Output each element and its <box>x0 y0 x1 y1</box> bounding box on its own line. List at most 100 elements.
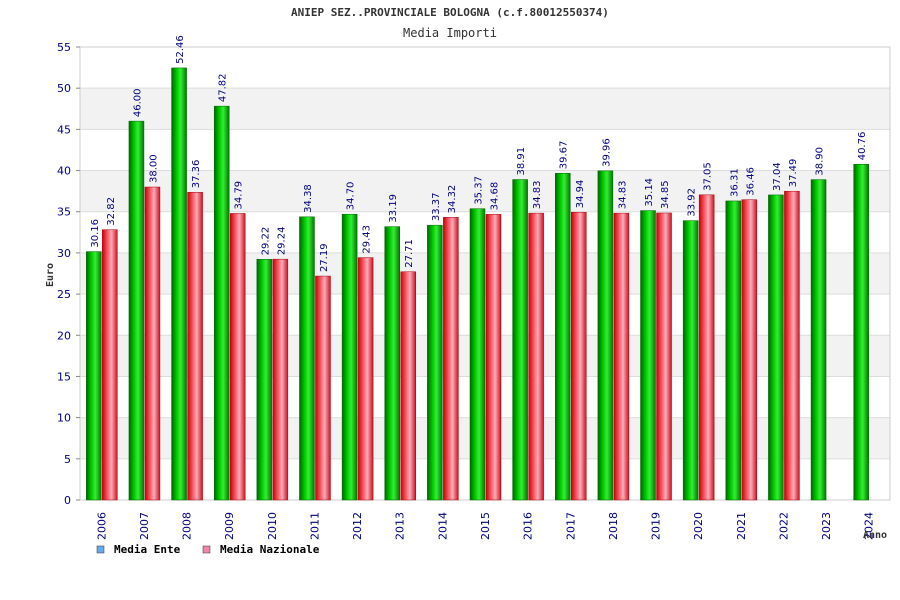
x-tick-label: 2022 <box>777 512 790 540</box>
data-label: 47.82 <box>218 73 229 102</box>
data-label: 40.76 <box>857 132 868 161</box>
bar-media-nazionale <box>656 212 672 501</box>
bar-media-ente <box>256 259 273 501</box>
data-label: 35.37 <box>474 176 485 205</box>
bar-media-nazionale <box>571 211 587 501</box>
data-label: 38.91 <box>516 147 527 176</box>
data-label: 27.71 <box>404 239 415 268</box>
x-tick-label: 2013 <box>394 512 407 540</box>
data-label: 36.46 <box>745 167 756 196</box>
bar-media-nazionale <box>784 190 800 501</box>
bar-media-ente <box>128 120 145 501</box>
data-labels-group: 30.16 32.82 46.00 38.00 52.46 37.36 47.82 34.79… <box>90 35 868 272</box>
chart-title: ANIEP SEZ..PROVINCIALE BOLOGNA (c.f.8001… <box>291 6 609 19</box>
x-tick-label: 2016 <box>522 512 535 540</box>
bar-media-ente <box>682 220 699 501</box>
x-axis-label: Anno <box>863 530 887 541</box>
x-tick-label: 2015 <box>479 512 492 540</box>
y-tick-label: 10 <box>57 412 71 425</box>
bar-media-ente <box>86 251 102 501</box>
data-label: 39.96 <box>601 138 612 167</box>
x-tick-label: 2006 <box>95 512 108 540</box>
bar-media-ente <box>384 226 400 501</box>
bar-media-ente <box>341 213 358 501</box>
x-tick-label: 2019 <box>650 512 663 540</box>
data-label: 46.00 <box>132 88 143 117</box>
y-tick-label: 55 <box>57 41 71 54</box>
data-label: 29.43 <box>362 225 373 254</box>
bar-media-ente <box>597 170 614 501</box>
x-tick-label: 2011 <box>308 512 321 540</box>
x-axis-ticks: 2006 2007 2008 2009 2010 2011 2012 2013 2014 2015… <box>95 512 875 540</box>
data-label: 38.90 <box>815 147 826 176</box>
y-axis-ticks: 0 5 10 15 20 25 30 35 40 45 50 55 <box>57 41 80 507</box>
data-label: 33.37 <box>431 193 442 222</box>
bar-media-nazionale <box>485 214 502 501</box>
legend-swatch-media-nazionale <box>202 545 211 554</box>
y-tick-label: 15 <box>57 370 71 383</box>
data-label: 34.83 <box>617 180 628 209</box>
y-tick-label: 30 <box>57 247 71 260</box>
bar-media-nazionale <box>315 275 331 501</box>
y-tick-label: 20 <box>57 329 71 342</box>
bar-media-ente <box>213 105 230 501</box>
x-tick-label: 2007 <box>138 512 151 540</box>
data-label: 29.24 <box>276 227 287 256</box>
bars-group <box>86 67 869 501</box>
bar-media-ente <box>171 67 187 501</box>
data-label: 29.22 <box>260 227 271 256</box>
bar-media-nazionale <box>613 212 630 501</box>
data-label: 34.32 <box>447 185 458 214</box>
data-label: 32.82 <box>106 197 117 226</box>
y-tick-label: 25 <box>57 288 71 301</box>
data-label: 34.94 <box>575 180 586 209</box>
bar-media-nazionale <box>229 213 246 501</box>
x-tick-label: 2018 <box>607 512 620 540</box>
legend-swatch-media-ente <box>96 545 105 554</box>
bar-media-ente <box>555 173 571 501</box>
x-tick-label: 2009 <box>223 512 236 540</box>
data-label: 52.46 <box>175 35 186 64</box>
data-label: 37.36 <box>191 160 202 189</box>
data-label: 37.05 <box>703 162 714 191</box>
data-label: 37.04 <box>772 162 783 191</box>
x-tick-label: 2023 <box>820 512 833 540</box>
y-tick-label: 40 <box>57 165 71 178</box>
data-label: 34.85 <box>660 180 671 209</box>
legend: Media Ente Media Nazionale <box>96 543 320 556</box>
data-label: 33.19 <box>388 194 399 223</box>
x-tick-label: 2024 <box>863 512 876 540</box>
legend-label-media-ente: Media Ente <box>114 543 181 556</box>
y-axis-label: Euro <box>45 263 56 287</box>
y-tick-label: 5 <box>64 453 71 466</box>
x-tick-label: 2010 <box>266 512 279 540</box>
legend-label-media-nazionale: Media Nazionale <box>220 543 320 556</box>
bar-media-nazionale <box>400 271 416 501</box>
y-tick-label: 35 <box>57 206 71 219</box>
bar-media-ente <box>469 208 486 501</box>
bar-media-ente <box>640 210 656 501</box>
y-tick-label: 45 <box>57 123 71 136</box>
x-tick-label: 2020 <box>692 512 705 540</box>
y-tick-label: 50 <box>57 82 71 95</box>
data-label: 27.19 <box>319 243 330 272</box>
bar-media-nazionale <box>528 212 544 501</box>
bar-media-nazionale <box>698 194 715 501</box>
data-label: 37.49 <box>788 159 799 188</box>
data-label: 34.70 <box>346 182 357 211</box>
bar-media-ente <box>427 224 443 501</box>
data-label: 38.00 <box>148 154 159 183</box>
data-label: 30.16 <box>90 219 101 248</box>
data-label: 34.68 <box>490 182 501 211</box>
bar-media-ente <box>725 200 742 501</box>
bar-media-nazionale <box>272 258 289 501</box>
bar-media-nazionale <box>144 186 161 501</box>
x-tick-label: 2008 <box>181 512 194 540</box>
bar-media-nazionale <box>187 192 203 501</box>
x-tick-label: 2012 <box>351 512 364 540</box>
data-label: 39.67 <box>559 141 570 170</box>
data-label: 36.31 <box>729 168 740 197</box>
bar-media-ente <box>853 164 869 501</box>
x-tick-label: 2021 <box>735 512 748 540</box>
